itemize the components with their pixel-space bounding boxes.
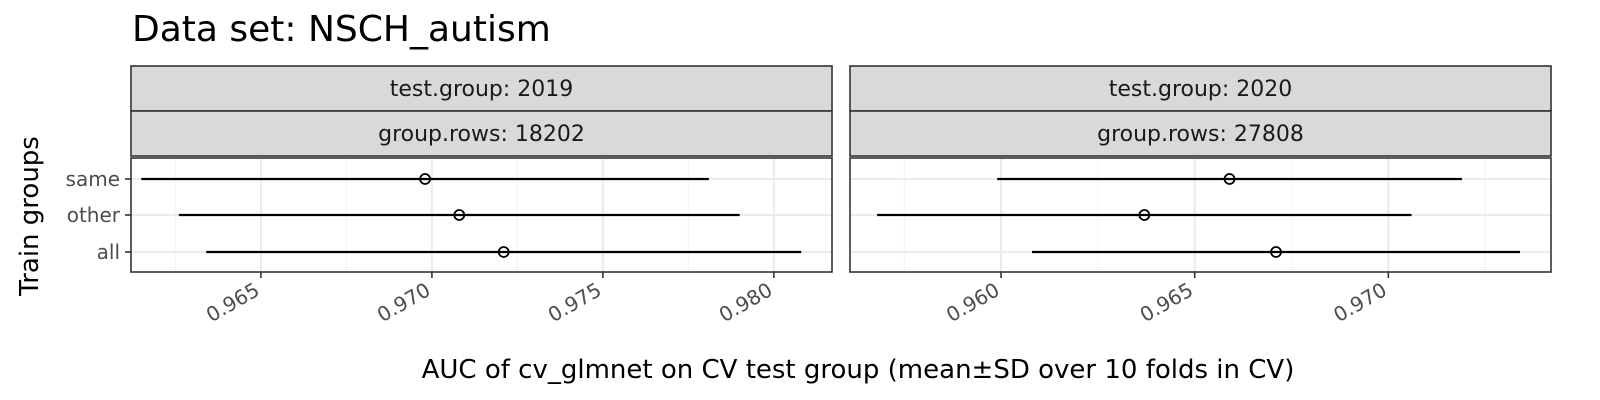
mean-point-all <box>497 246 510 258</box>
mean-point-other <box>1138 209 1151 221</box>
x-tick-label: 0.970 <box>1329 278 1391 327</box>
panel-2: test.group: 2020 group.rows: 27808 0.960 0.… <box>849 65 1552 327</box>
y-tick-label-all: all <box>97 240 120 264</box>
x-tick-label: 0.980 <box>715 278 777 327</box>
mean-point-same <box>1223 173 1236 185</box>
x-tick-label: 0.965 <box>1136 278 1198 327</box>
y-tick-label-same: same <box>66 167 120 191</box>
mean-point-same <box>419 173 431 185</box>
strip-background <box>130 110 833 157</box>
strip-label: test.group: 2020 <box>1109 77 1293 102</box>
panel-border <box>849 157 1552 273</box>
panel-1: test.group: 2019 group.rows: 18202 0.965 0.… <box>130 65 833 327</box>
mean-point-all <box>1270 246 1282 258</box>
x-tick-label: 0.975 <box>544 278 606 327</box>
strip-background <box>849 110 1552 157</box>
strip-background <box>849 65 1552 112</box>
panels-layer: test.group: 2019 group.rows: 18202 0.965 0.… <box>130 65 1552 327</box>
y-axis-layer: same other all <box>66 167 131 264</box>
strip-label: group.rows: 18202 <box>378 122 585 147</box>
strip-label: test.group: 2019 <box>390 77 574 102</box>
y-axis-title: Train groups <box>15 136 45 297</box>
x-axis-title: AUC of cv_glmnet on CV test group (mean±… <box>422 355 1295 385</box>
strip-background <box>130 65 833 112</box>
chart-title: Data set: NSCH_autism <box>132 9 551 50</box>
x-tick-label: 0.960 <box>942 278 1004 327</box>
mean-point-other <box>453 209 466 221</box>
x-tick-label: 0.965 <box>202 278 264 327</box>
y-tick-label-other: other <box>67 203 121 227</box>
x-tick-label: 0.970 <box>373 278 435 327</box>
strip-label: group.rows: 27808 <box>1097 122 1304 147</box>
